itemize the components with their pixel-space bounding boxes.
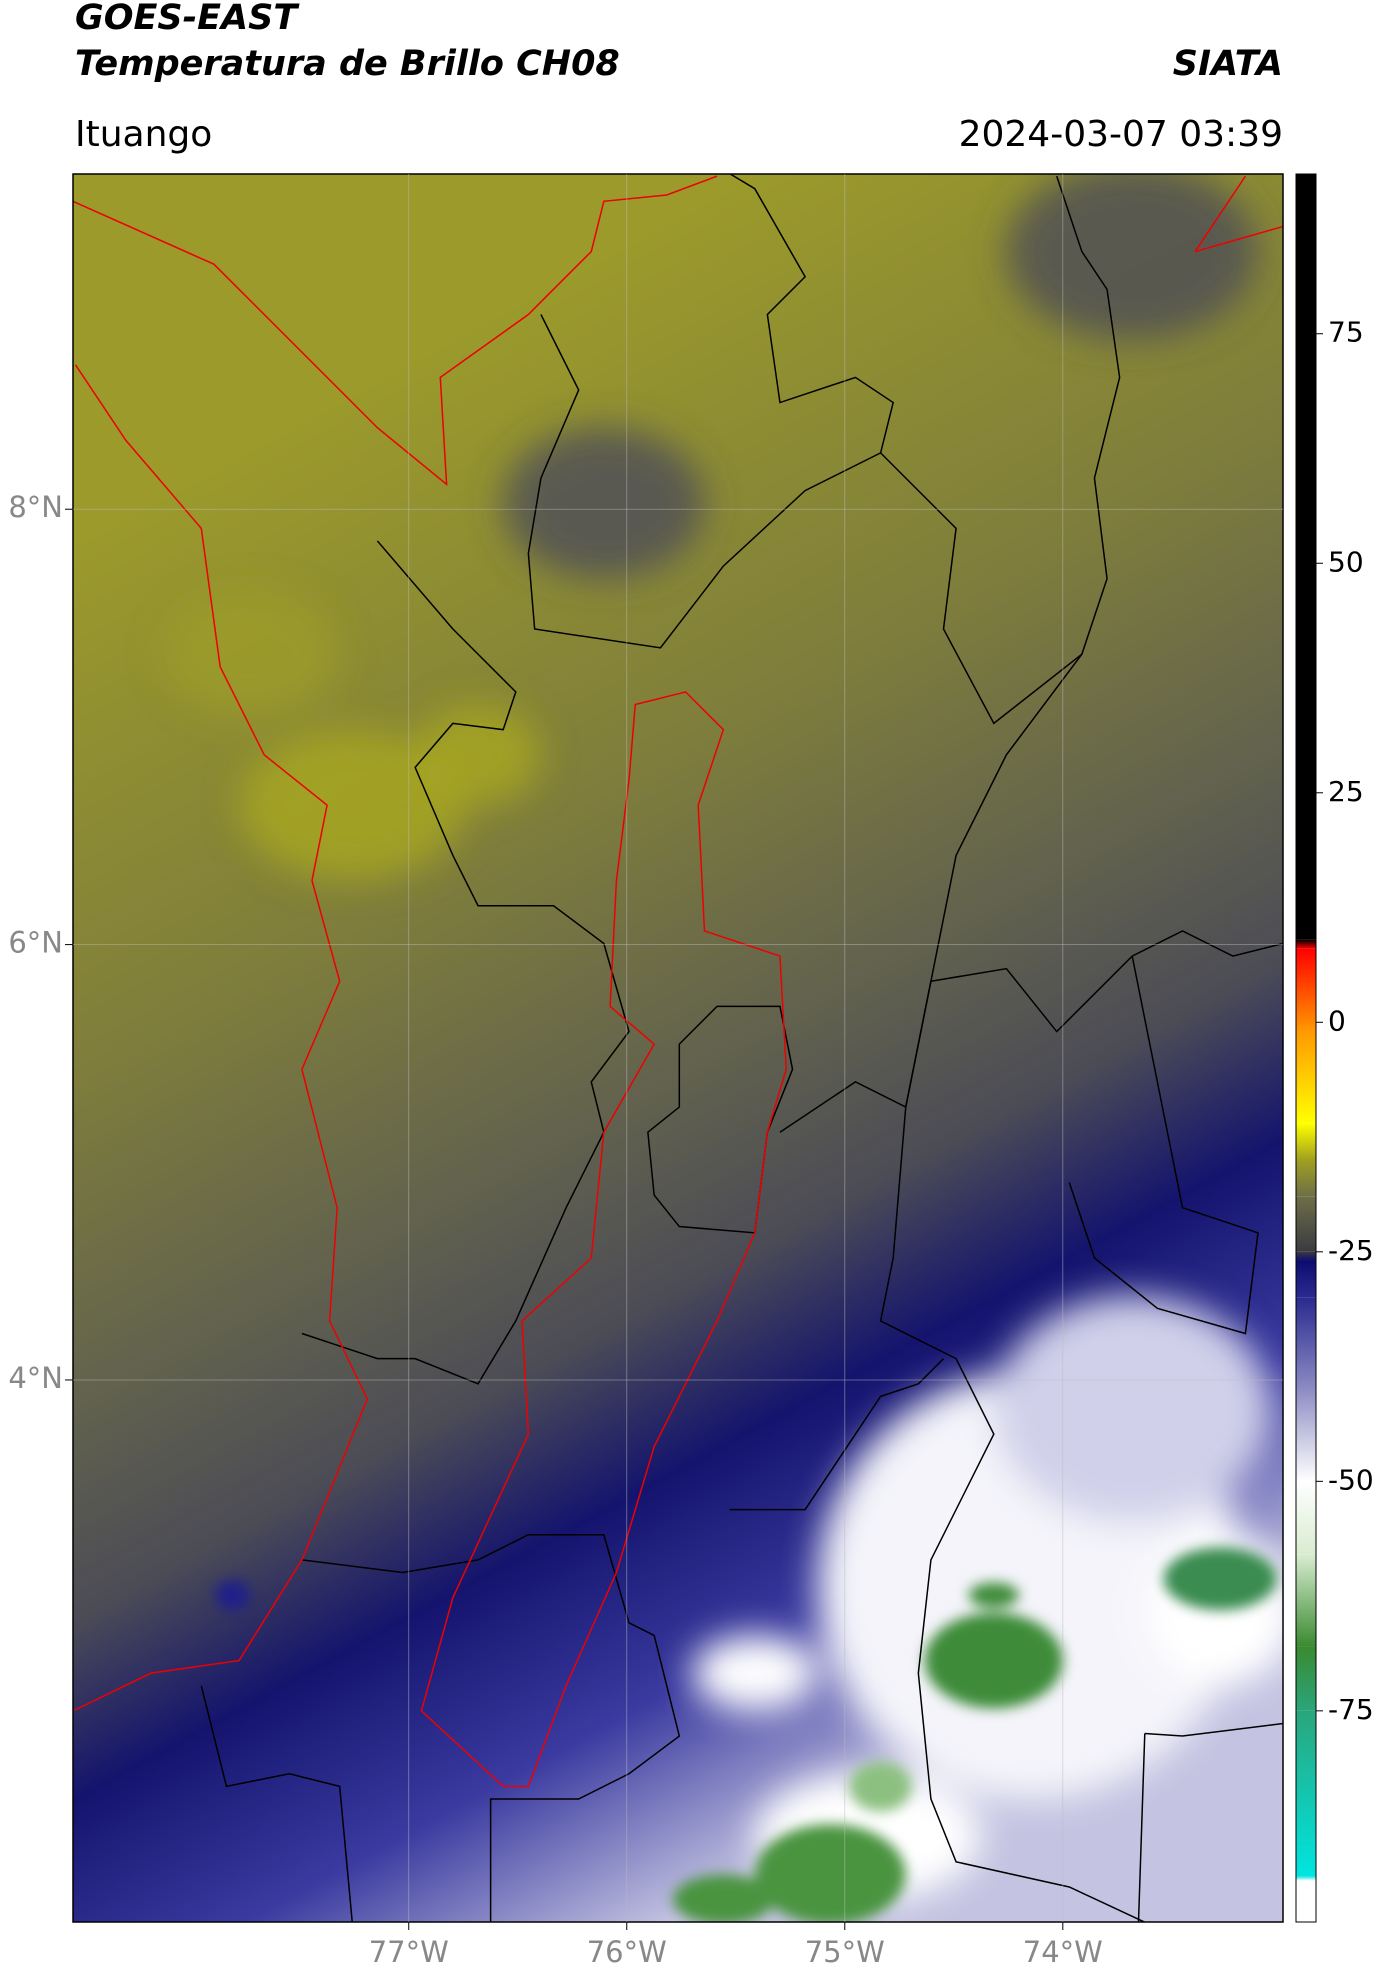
map-frame <box>72 173 1284 1923</box>
colorbar-tick-label: -75 <box>1328 1693 1374 1726</box>
colorbar-segment <box>1296 1297 1316 1390</box>
colorbar-frame <box>1295 173 1317 1923</box>
colorbar-tick-label: 75 <box>1328 316 1364 349</box>
colorbar-segment <box>1296 1646 1316 1711</box>
colorbar-tick-label: 0 <box>1328 1004 1346 1037</box>
colorbar-segment <box>1296 1710 1316 1877</box>
colorbar-tick-label: -50 <box>1328 1463 1374 1496</box>
x-tick-label: 75°W <box>805 1935 885 1969</box>
colorbar-segment <box>1296 1031 1316 1124</box>
colorbar-segment <box>1296 1554 1316 1647</box>
y-tick-label: 4°N <box>8 1361 63 1395</box>
colorbar-segment <box>1296 174 1316 940</box>
x-tick-label: 74°W <box>1023 1935 1103 1969</box>
title-satellite: GOES-EAST <box>75 0 300 38</box>
y-tick-label: 8°N <box>8 490 63 524</box>
colorbar-segment <box>1296 1389 1316 1482</box>
datetime: 2024-03-07 03:39 <box>959 114 1283 155</box>
y-tick-label: 6°N <box>8 926 63 960</box>
colorbar-segment <box>1296 1876 1316 1881</box>
colorbar-tick-label: 25 <box>1328 775 1364 808</box>
title-source: SIATA <box>1173 44 1283 84</box>
colorbar-segment <box>1296 1160 1316 1197</box>
colorbar-segment <box>1296 1481 1316 1555</box>
colorbar-segment <box>1296 1880 1316 1922</box>
x-tick-label: 76°W <box>587 1935 667 1969</box>
x-tick-label: 77°W <box>369 1935 449 1969</box>
colorbar-tick-label: -25 <box>1328 1234 1374 1267</box>
title-product: Temperatura de Brillo CH08 <box>75 44 620 84</box>
colorbar-segment <box>1296 1123 1316 1161</box>
colorbar-segment <box>1296 948 1316 1032</box>
colorbar-segment <box>1296 1251 1316 1261</box>
colorbar-segment <box>1296 1260 1316 1298</box>
colorbar-segment <box>1296 1196 1316 1252</box>
map-imagery <box>73 173 1284 1923</box>
colorbar-tick-label: 50 <box>1328 545 1364 578</box>
colorbar-segment <box>1296 939 1316 949</box>
location: Ituango <box>75 114 212 155</box>
